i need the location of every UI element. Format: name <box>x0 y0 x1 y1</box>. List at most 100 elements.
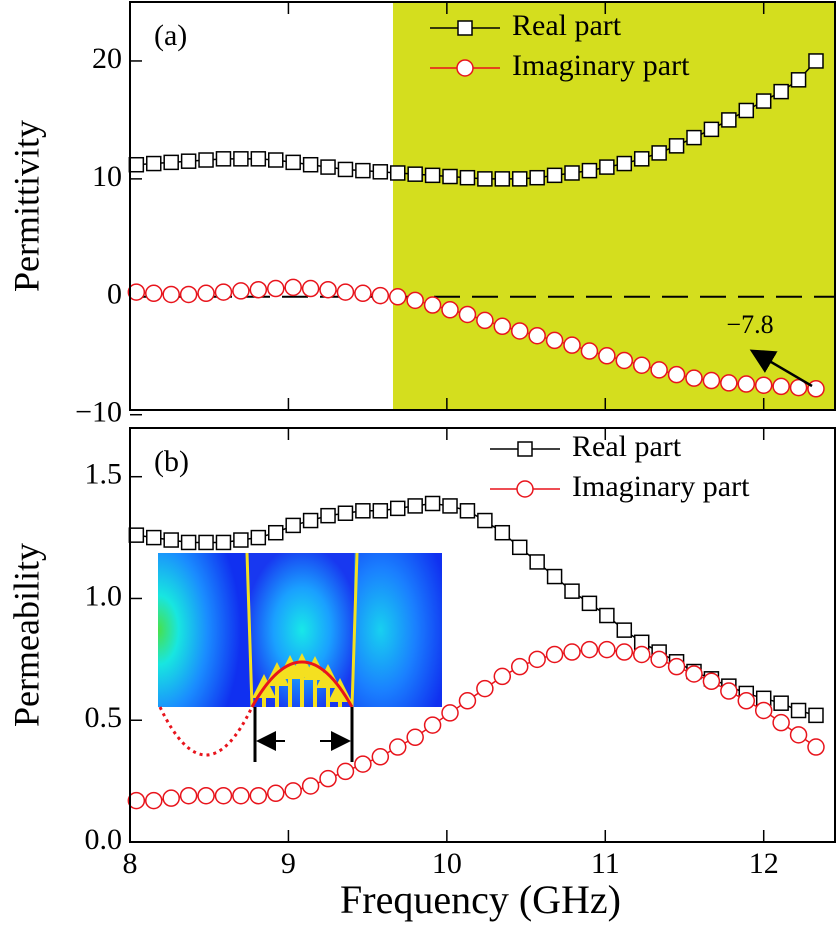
data-point <box>267 784 285 803</box>
data-point <box>372 164 389 180</box>
data-point <box>615 351 634 370</box>
data-point <box>599 607 615 624</box>
panel-b: 8 9 10 11 12 0.0 0.5 1.0 1.5 Real part Imaginary p… <box>6 427 836 922</box>
plot-frame <box>129 1 836 411</box>
legend-label: Imaginary part <box>572 470 750 503</box>
data-point <box>580 640 599 659</box>
data-point <box>285 517 301 534</box>
data-point <box>406 728 424 747</box>
legend-marker <box>456 59 474 77</box>
data-point <box>284 278 302 297</box>
data-point <box>633 151 650 167</box>
data-point <box>127 791 146 810</box>
data-point <box>198 534 214 551</box>
data-point <box>720 374 738 392</box>
legend-marker <box>516 480 534 498</box>
data-point <box>616 622 633 638</box>
x-tick-label: 10 <box>432 847 462 880</box>
data-point <box>337 161 354 178</box>
annotation-arrow <box>749 349 813 388</box>
data-point <box>285 154 301 171</box>
data-point <box>615 643 634 661</box>
y-tick-label: 0.0 <box>85 823 123 856</box>
data-point <box>319 280 337 299</box>
data-point <box>302 156 319 173</box>
data-point <box>146 155 162 172</box>
data-point <box>667 365 686 384</box>
data-point <box>632 356 651 374</box>
data-point <box>667 657 686 676</box>
data-point <box>423 716 442 734</box>
data-point <box>268 524 284 541</box>
data-point <box>302 512 319 529</box>
data-point <box>198 152 214 168</box>
data-point <box>424 167 441 184</box>
data-point <box>250 151 267 167</box>
data-point <box>179 786 198 805</box>
data-point <box>789 726 808 744</box>
data-point <box>581 162 598 179</box>
data-point <box>354 284 372 303</box>
data-point <box>215 534 232 551</box>
data-point <box>528 650 546 669</box>
data-point <box>773 695 789 711</box>
data-point <box>564 583 580 599</box>
data-point <box>284 782 302 800</box>
data-point <box>459 169 476 186</box>
data-point <box>650 361 668 379</box>
data-point <box>616 155 633 172</box>
data-point <box>494 524 511 541</box>
data-point <box>773 83 789 100</box>
y-tick-label: −10 <box>75 396 122 429</box>
data-point <box>510 322 529 340</box>
data-point <box>476 311 494 330</box>
x-axis-label: Frequency (GHz) <box>340 877 621 922</box>
data-point <box>545 331 564 350</box>
data-point <box>493 667 512 686</box>
data-point <box>354 755 372 773</box>
data-point <box>146 529 162 546</box>
data-point <box>545 645 564 664</box>
legend-marker <box>517 441 533 457</box>
data-point <box>580 342 599 360</box>
data-point <box>510 657 529 676</box>
data-point <box>685 369 703 387</box>
data-point <box>546 568 563 585</box>
panel-label: (a) <box>154 19 187 52</box>
data-point <box>250 529 267 546</box>
data-point <box>790 702 807 719</box>
y-axis-label: Permeability <box>6 543 46 727</box>
data-point <box>632 645 651 664</box>
data-point <box>529 169 545 186</box>
data-point <box>789 378 808 397</box>
data-point <box>754 376 773 394</box>
data-point <box>407 166 423 182</box>
data-point <box>737 692 756 710</box>
series-line <box>136 60 817 180</box>
data-point <box>162 789 180 807</box>
data-point <box>738 102 755 119</box>
data-point <box>685 665 703 683</box>
data-point <box>754 701 773 720</box>
data-point <box>424 495 441 512</box>
data-point <box>179 285 198 304</box>
data-point <box>389 165 406 181</box>
data-point <box>686 129 702 146</box>
data-point <box>807 380 825 398</box>
data-point <box>336 762 355 781</box>
data-point <box>598 640 616 659</box>
data-point <box>459 503 476 519</box>
data-point <box>546 167 563 184</box>
data-point <box>128 156 145 173</box>
annotation: −7.8 <box>726 310 773 339</box>
data-point <box>458 305 477 324</box>
y-tick-label: 1.0 <box>85 579 123 612</box>
data-point <box>702 371 721 390</box>
data-point <box>528 326 546 345</box>
data-point <box>320 159 336 175</box>
data-point <box>320 507 336 524</box>
data-point <box>563 643 581 661</box>
data-point <box>371 748 390 766</box>
data-point <box>145 791 163 810</box>
data-point <box>233 532 249 548</box>
